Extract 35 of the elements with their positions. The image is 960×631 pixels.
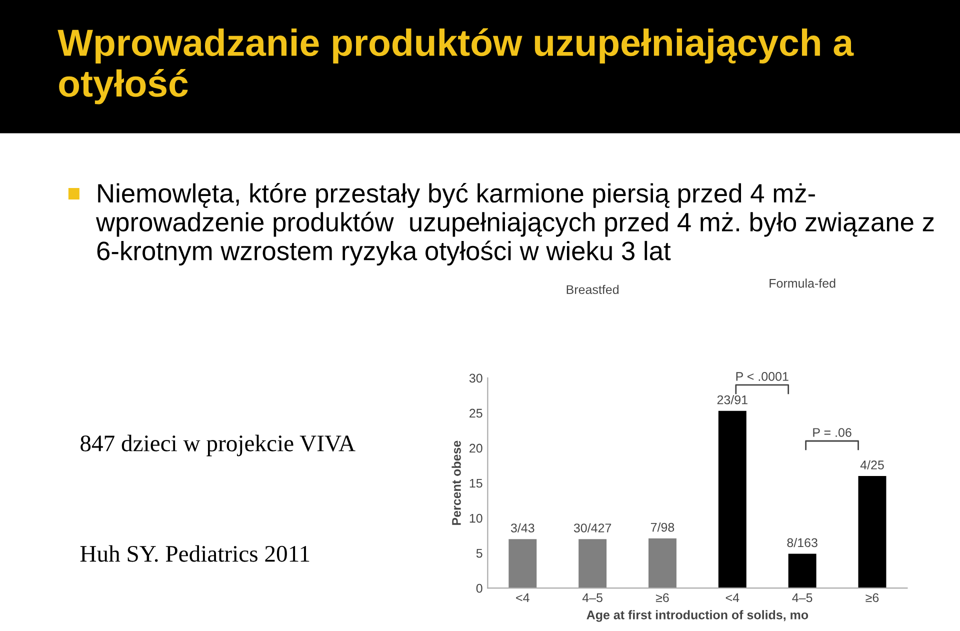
- x-tick-label: 4–5: [582, 593, 602, 602]
- annotation: P < .0001: [736, 372, 788, 381]
- x-tick-label: 4–5: [792, 593, 812, 602]
- x-axis-title: Age at first introduction of solids, mo: [586, 610, 808, 622]
- bar: [648, 538, 676, 588]
- y-axis-title: Percent obese: [452, 440, 461, 525]
- chart-title: Wprowadzanie produktów uzupełniających a otyłość: [58, 28, 854, 104]
- text: Formula-fed: [770, 278, 836, 288]
- text: Huh SY. Pediatrics 2011: [80, 545, 310, 562]
- data-label: 8/163: [787, 538, 818, 548]
- bar: [718, 410, 746, 588]
- y-tick-label: 5: [476, 549, 482, 558]
- text: 847 dzieci w projekcie VIVA: [80, 434, 356, 456]
- data-label: 3/43: [510, 523, 534, 532]
- text: Breastfed: [566, 284, 619, 294]
- x-tick-label: ≥6: [656, 593, 669, 602]
- bar: [858, 476, 886, 588]
- bar: [508, 539, 537, 588]
- y-tick-label: 20: [470, 444, 482, 453]
- bar: [788, 554, 816, 588]
- data-label: 30/427: [574, 523, 612, 532]
- y-tick-label: 15: [470, 478, 482, 488]
- x-tick-label: <4: [726, 593, 740, 602]
- y-tick-label: 10: [470, 514, 482, 523]
- y-tick-label: 25: [470, 408, 482, 418]
- y-tick-label: 0: [476, 584, 482, 593]
- x-tick-label: ≥6: [866, 593, 879, 602]
- annotation: P = .06: [813, 428, 852, 437]
- chart-subtitle: Niemowlęta, które przestały być karmione piersią przed 4 mż- wprowadzenie produktów uzupełniających przed 4 mż. było związane z 6-krotnym wzrostem ryzyka otyłości w wieku 3 lat: [96, 182, 934, 266]
- x-tick-label: <4: [516, 593, 530, 602]
- y-tick-label: 30: [469, 374, 482, 383]
- data-label: 7/98: [650, 522, 674, 532]
- bar: [578, 539, 607, 588]
- data-label: 4/25: [860, 460, 884, 470]
- data-label: 23/91: [717, 395, 748, 404]
